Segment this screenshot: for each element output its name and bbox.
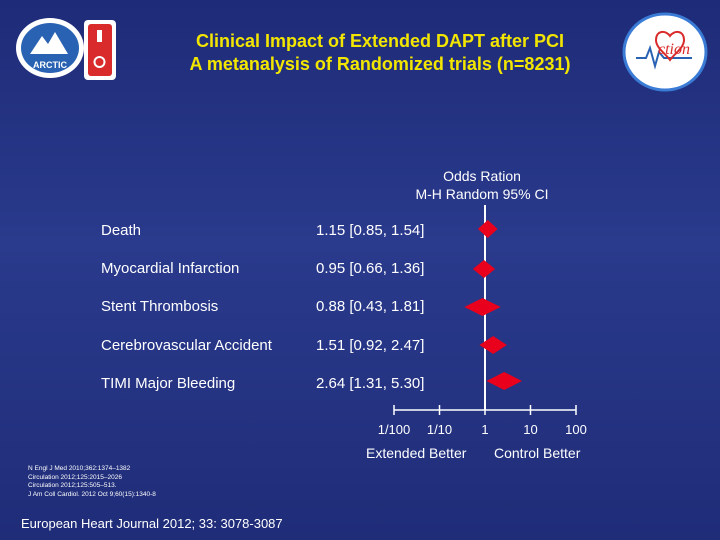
action-logo-text: ction bbox=[658, 41, 690, 58]
ci-header-line-2: M-H Random 95% CI bbox=[415, 186, 549, 202]
ci-header: Odds Ration M-H Random 95% CI bbox=[392, 167, 572, 203]
title-line-2: A metanalysis of Randomized trials (n=82… bbox=[189, 54, 571, 74]
journal-citation: European Heart Journal 2012; 33: 3078-30… bbox=[21, 516, 283, 531]
row-value-stent-thrombosis: 0.88 [0.43, 1.81] bbox=[316, 298, 425, 315]
row-label-cva: Cerebrovascular Accident bbox=[101, 337, 272, 354]
x-tick-label: 1/10 bbox=[427, 422, 452, 437]
row-label-death: Death bbox=[101, 222, 142, 239]
row-value-cva: 1.51 [0.92, 2.47] bbox=[316, 337, 425, 354]
references: N Engl J Med 2010;362:1374–1382 Circulat… bbox=[28, 465, 156, 499]
slide-title: Clinical Impact of Extended DAPT after P… bbox=[140, 30, 620, 76]
odds-ratio-marker bbox=[472, 260, 496, 278]
action-logo: ction bbox=[622, 12, 708, 92]
odds-ratio-marker bbox=[477, 220, 498, 238]
control-better-label: Control Better bbox=[494, 445, 581, 461]
x-tick-label: 100 bbox=[565, 422, 587, 437]
reference-4: J Am Coll Cardiol. 2012 Oct 9;60(15):134… bbox=[28, 490, 156, 498]
row-value-mi: 0.95 [0.66, 1.36] bbox=[316, 260, 425, 277]
row-label-timi-bleeding: TIMI Major Bleeding bbox=[101, 375, 236, 392]
reference-3: Circulation 2012;125:505–513. bbox=[28, 482, 117, 489]
reference-2: Circulation 2012;125:2015–2026 bbox=[28, 473, 122, 481]
odds-ratio-marker bbox=[479, 336, 507, 354]
row-label-stent-thrombosis: Stent Thrombosis bbox=[101, 298, 219, 315]
row-label-mi: Myocardial Infarction bbox=[101, 260, 240, 277]
ci-header-line-1: Odds Ration bbox=[443, 168, 521, 184]
row-value-death: 1.15 [0.85, 1.54] bbox=[316, 222, 425, 239]
odds-ratio-marker bbox=[464, 298, 501, 316]
arctic-logo: ARCTIC bbox=[10, 12, 118, 84]
reference-1: N Engl J Med 2010;362:1374–1382 bbox=[28, 465, 131, 472]
arctic-logo-text: ARCTIC bbox=[33, 60, 67, 70]
odds-ratio-marker bbox=[486, 372, 522, 390]
row-value-timi-bleeding: 2.64 [1.31, 5.30] bbox=[316, 375, 425, 392]
x-tick-label: 1 bbox=[481, 422, 488, 437]
x-tick-label: 10 bbox=[523, 422, 537, 437]
title-line-1: Clinical Impact of Extended DAPT after P… bbox=[195, 31, 565, 51]
extended-better-label: Extended Better bbox=[366, 445, 467, 461]
x-tick-label: 1/100 bbox=[378, 422, 411, 437]
